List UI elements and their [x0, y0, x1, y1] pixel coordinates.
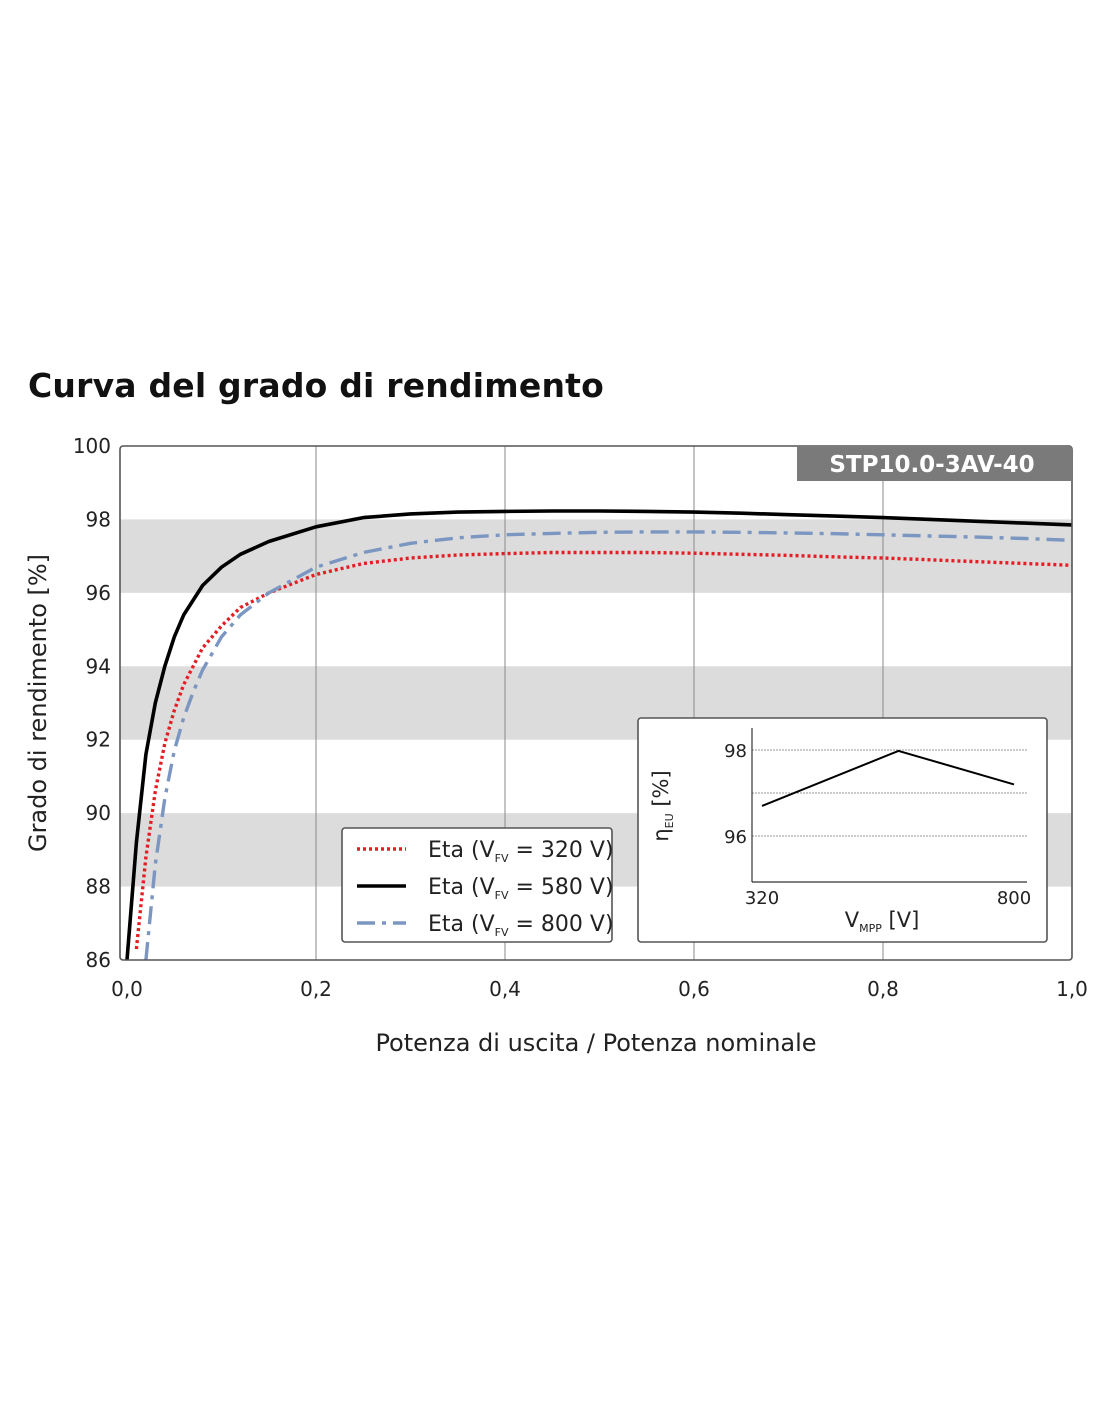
legend: Eta (VFV = 320 V) Eta (VFV = 580 V) Eta (V… [341, 827, 614, 943]
legend-label-1: Eta (VFV = 580 V) [428, 875, 614, 902]
inset-tick-labels: 96 98 320 800 [724, 741, 1031, 909]
inset-x-tick-label: 800 [997, 888, 1031, 909]
series-line-2 [144, 530, 1072, 960]
x-tick-label: 0,2 [300, 977, 332, 1001]
y-tick-label: 86 [86, 948, 111, 972]
shaded-band-2 [120, 519, 1072, 593]
series-group [125, 509, 1072, 960]
legend-label-0: Eta (VFV = 320 V) [428, 838, 614, 865]
y-tick-labels: 86 88 90 92 94 96 98 100 [73, 434, 111, 972]
model-badge-background [797, 446, 1072, 481]
inset-y-tick-label: 98 [724, 741, 747, 762]
inset-gridlines [752, 749, 1027, 837]
y-tick-label: 96 [86, 581, 111, 605]
inset-y-axis-label: ηEU [%] [649, 770, 676, 841]
x-tick-label: 0,8 [867, 977, 899, 1001]
inset-x-axis-label: VMPP [V] [845, 908, 920, 935]
legend-box [341, 827, 613, 943]
model-badge-text: STP10.0-3AV-40 [829, 452, 1034, 478]
y-tick-label: 90 [86, 801, 111, 825]
x-axis-label: Potenza di uscita / Potenza nominale [375, 1029, 816, 1057]
series-line-1 [125, 509, 1072, 960]
y-tick-label: 88 [86, 875, 111, 899]
inset-box [637, 717, 1048, 943]
legend-label-2: Eta (VFV = 800 V) [428, 912, 614, 939]
chart-title: Curva del grado di rendimento [28, 366, 605, 405]
y-tick-label: 98 [86, 507, 111, 531]
x-tick-label: 1,0 [1056, 977, 1088, 1001]
x-tick-label: 0,6 [678, 977, 710, 1001]
y-tick-label: 100 [73, 434, 111, 458]
x-tick-labels: 0,0 0,2 0,4 0,6 0,8 1,0 [111, 977, 1088, 1001]
y-tick-label: 94 [86, 654, 111, 678]
y-tick-label: 92 [86, 728, 111, 752]
inset-series-line [761, 749, 1015, 807]
inset-chart: 96 98 320 800 VMPP [V] ηEU [%] [637, 717, 1048, 943]
x-tick-label: 0,0 [111, 977, 143, 1001]
y-axis-label: Grado di rendimento [%] [24, 554, 52, 852]
model-badge: STP10.0-3AV-40 [797, 446, 1072, 481]
plot-frame [119, 445, 1073, 961]
inset-y-tick-label: 96 [724, 827, 747, 848]
inset-x-tick-label: 320 [745, 888, 779, 909]
x-tick-label: 0,4 [489, 977, 521, 1001]
